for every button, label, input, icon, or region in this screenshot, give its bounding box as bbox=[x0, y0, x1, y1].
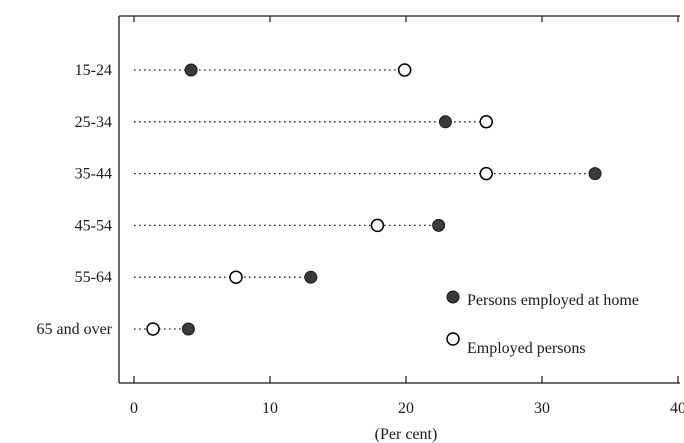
y-category-label: 25-34 bbox=[75, 114, 112, 131]
point-employed-persons bbox=[229, 270, 243, 284]
y-category-labels: 15-24 25-34 35-44 45-54 55-64 65 and over bbox=[36, 62, 112, 338]
point-employed-persons bbox=[370, 218, 385, 233]
legend-marker-employed-persons bbox=[446, 332, 460, 346]
y-category-label: 15-24 bbox=[75, 62, 112, 79]
point-employed-at-home bbox=[304, 270, 318, 284]
point-employed-persons bbox=[479, 166, 493, 181]
y-category-label: 55-64 bbox=[75, 269, 112, 286]
point-employed-at-home bbox=[184, 63, 198, 77]
y-category-label: 45-54 bbox=[75, 217, 112, 234]
point-employed-at-home bbox=[438, 115, 452, 129]
y-category-label: 35-44 bbox=[75, 166, 112, 183]
x-axis-ticks: 0 10 20 30 40 bbox=[130, 16, 684, 417]
legend-label-employed-at-home: Persons employed at home bbox=[467, 292, 639, 309]
point-employed-at-home bbox=[181, 322, 195, 336]
y-category-label: 65 and over bbox=[36, 321, 112, 338]
point-employed-persons bbox=[146, 322, 160, 336]
data-points bbox=[146, 63, 602, 336]
legend-label-employed-persons: Employed persons bbox=[467, 340, 586, 357]
x-axis-title: (Per cent) bbox=[375, 426, 438, 443]
x-tick-label: 20 bbox=[398, 400, 414, 417]
legend: Persons employed at home Employed persons bbox=[446, 290, 639, 357]
x-tick-label: 0 bbox=[130, 400, 138, 417]
point-employed-at-home bbox=[432, 218, 446, 232]
point-employed-persons bbox=[479, 115, 493, 129]
point-employed-at-home bbox=[588, 167, 602, 181]
point-employed-persons bbox=[397, 63, 412, 77]
x-tick-label: 40 bbox=[670, 400, 684, 417]
x-tick-label: 30 bbox=[534, 400, 550, 417]
plot-frame bbox=[118, 15, 680, 384]
legend-marker-employed-at-home bbox=[446, 290, 460, 304]
x-tick-label: 10 bbox=[262, 400, 278, 417]
dotted-leader-lines bbox=[134, 69, 596, 330]
